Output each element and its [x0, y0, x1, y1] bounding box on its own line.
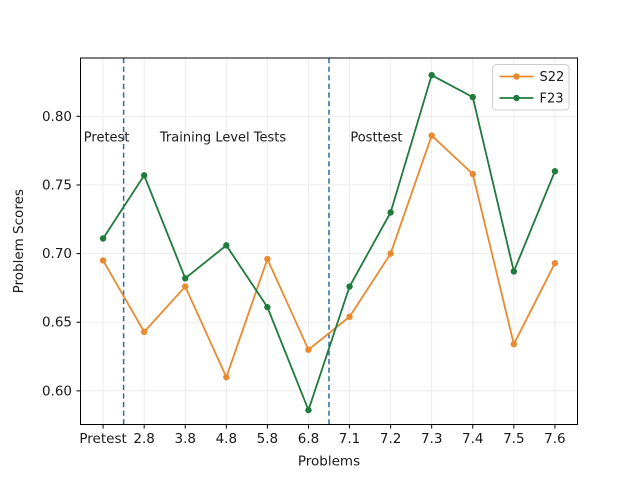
- data-point-S22: [182, 283, 189, 290]
- phase-annotation: Pretest: [84, 130, 130, 145]
- data-point-S22: [551, 260, 559, 267]
- data-point-F23: [182, 275, 189, 282]
- plot-border: [80, 57, 578, 425]
- x-tick-label: 7.6: [544, 431, 565, 447]
- x-tick-label: Pretest: [79, 431, 126, 447]
- data-point-S22: [223, 373, 230, 381]
- x-axis-label: Problems: [298, 454, 360, 470]
- x-tick-label: 2.8: [133, 431, 154, 447]
- y-axis-label: Problem Scores: [11, 189, 27, 293]
- series-line-S22: [102, 134, 556, 379]
- x-tick-label: 7.1: [339, 431, 360, 447]
- x-tick-label: 3.8: [174, 431, 195, 447]
- data-point-F23: [223, 242, 230, 249]
- data-point-F23: [551, 168, 559, 175]
- y-tick-label: 0.60: [42, 383, 72, 399]
- data-point-F23: [428, 71, 435, 79]
- data-point-S22: [264, 255, 271, 263]
- data-point-F23: [264, 303, 271, 311]
- data-point-F23: [346, 283, 353, 290]
- x-tick-label: 7.3: [421, 431, 442, 447]
- phase-annotation: Posttest: [350, 130, 402, 145]
- legend-label: F23: [540, 92, 564, 107]
- grid: [80, 58, 578, 425]
- y-tick-label: 0.65: [42, 315, 72, 331]
- data-point-F23: [469, 93, 476, 101]
- data-point-S22: [510, 340, 518, 348]
- data-point-F23: [140, 172, 148, 179]
- data-point-S22: [387, 250, 394, 257]
- y-tick-label: 0.80: [42, 109, 72, 125]
- ticks: [76, 115, 556, 429]
- x-tick-label: 7.5: [503, 431, 524, 447]
- data-point-F23: [305, 406, 312, 414]
- y-tick-label: 0.70: [42, 246, 72, 262]
- data-point-S22: [99, 257, 107, 264]
- x-tick-label: 6.8: [298, 431, 319, 447]
- x-tick-label: 5.8: [257, 431, 278, 447]
- legend-item-F23: F23: [499, 92, 564, 107]
- data-point-F23: [99, 235, 107, 242]
- legend-marker: [513, 73, 520, 80]
- y-tick-label: 0.75: [42, 177, 72, 193]
- x-tick-label: 7.4: [462, 431, 483, 447]
- data-point-S22: [428, 132, 435, 139]
- data-point-S22: [305, 346, 312, 353]
- data-point-S22: [140, 328, 148, 336]
- phase-annotation: Training Level Tests: [159, 130, 286, 145]
- series-line-F23: [102, 74, 556, 411]
- data-point-S22: [346, 313, 353, 320]
- x-tick-label: 4.8: [216, 431, 237, 447]
- data-point-F23: [387, 209, 394, 216]
- data-point-F23: [510, 268, 518, 275]
- legend-marker: [513, 94, 520, 102]
- legend-item-S22: S22: [499, 70, 565, 85]
- data-point-S22: [469, 170, 476, 178]
- legend-label: S22: [540, 70, 565, 85]
- x-tick-label: 7.2: [380, 431, 401, 447]
